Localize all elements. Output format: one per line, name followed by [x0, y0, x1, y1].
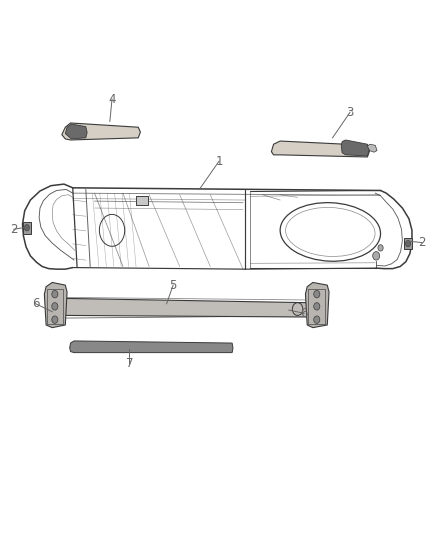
- Bar: [307, 289, 325, 324]
- Circle shape: [314, 290, 320, 298]
- Circle shape: [406, 240, 411, 247]
- Text: 1: 1: [215, 155, 223, 168]
- Polygon shape: [65, 124, 87, 139]
- Circle shape: [52, 316, 58, 324]
- Circle shape: [52, 303, 58, 310]
- Polygon shape: [57, 298, 308, 317]
- Polygon shape: [272, 141, 370, 157]
- Bar: [136, 196, 148, 205]
- Bar: [136, 196, 148, 205]
- Circle shape: [373, 252, 380, 260]
- Bar: [404, 238, 413, 249]
- Bar: [46, 289, 63, 324]
- Text: 5: 5: [170, 279, 177, 292]
- Polygon shape: [70, 341, 233, 353]
- Polygon shape: [44, 282, 67, 328]
- Text: 6: 6: [300, 307, 308, 320]
- Text: 3: 3: [346, 106, 353, 119]
- Circle shape: [24, 224, 29, 231]
- Polygon shape: [62, 123, 141, 140]
- Text: 6: 6: [32, 297, 39, 310]
- Polygon shape: [367, 144, 377, 152]
- Polygon shape: [305, 282, 329, 328]
- Circle shape: [314, 316, 320, 324]
- Circle shape: [52, 290, 58, 298]
- Bar: [22, 222, 31, 233]
- Text: 7: 7: [126, 357, 133, 370]
- Text: 2: 2: [418, 236, 426, 249]
- Circle shape: [378, 245, 383, 251]
- Text: 2: 2: [10, 223, 18, 236]
- Text: 4: 4: [108, 93, 116, 106]
- Circle shape: [314, 303, 320, 310]
- Polygon shape: [341, 140, 369, 156]
